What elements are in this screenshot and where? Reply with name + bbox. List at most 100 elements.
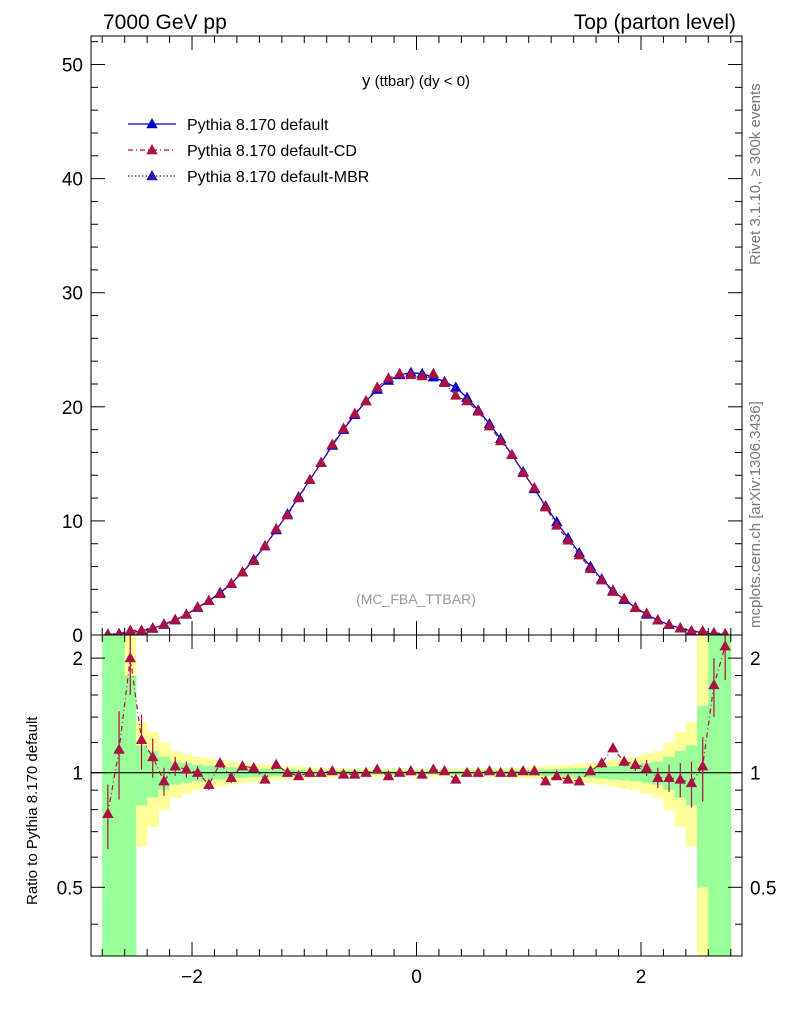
ratio-point-cd (584, 765, 597, 776)
band-inner-bin (135, 745, 148, 806)
point-cd (517, 466, 529, 478)
ratio-point-cd (214, 757, 226, 768)
point-cd (292, 492, 305, 503)
ratio-point-cd (270, 758, 282, 769)
ratio-point-cd (248, 761, 260, 773)
ratio-point-cd (708, 678, 720, 690)
ratio-point-cd (158, 775, 170, 786)
ratio-tick-label: 0.5 (57, 878, 83, 899)
ratio-point-cd (685, 776, 698, 788)
ratio-point-cd (528, 765, 541, 776)
point-cd (506, 448, 518, 459)
plot-title-sub: (ttbar) (dy < 0) (370, 73, 470, 90)
y-tick-label: 50 (62, 56, 83, 77)
point-cd (405, 368, 417, 380)
ratio-tick-label: 2 (72, 649, 83, 670)
point-cd (607, 585, 619, 596)
legend-marker-0 (146, 118, 158, 129)
legend-marker-2 (146, 170, 158, 181)
ratio-point-cd (236, 760, 249, 771)
ratio-point-cd (349, 768, 361, 779)
point-cd (539, 501, 552, 512)
point-cd (135, 624, 148, 635)
point-cd (371, 381, 383, 392)
ratio-point-cd (360, 766, 372, 777)
ratio-panel: 0.5 0.5 1 1 2 2 −2 0 2 (57, 634, 776, 988)
point-cd (281, 509, 294, 520)
point-cd (562, 534, 574, 545)
point-cd (483, 420, 496, 431)
ratio-point-cd (371, 763, 383, 774)
band-inner-bin (708, 635, 721, 956)
point-cd (629, 601, 642, 612)
point-cd (326, 438, 339, 449)
ratio-point-cd (225, 771, 238, 782)
ratio-point-cd (180, 763, 193, 774)
point-cd (427, 367, 440, 378)
point-cd (584, 562, 597, 574)
point-cd (573, 549, 585, 560)
energy-label: 7000 GeV pp (103, 11, 227, 34)
ratio-point-cd (427, 763, 440, 774)
ratio-point-cd (135, 733, 148, 745)
ratio-point-cd (652, 771, 664, 782)
point-cd (349, 407, 361, 418)
x-tick-label: 0 (411, 967, 422, 988)
point-cd (438, 376, 451, 388)
ratio-point-cd (102, 807, 114, 818)
ratio-point-cd (337, 768, 350, 779)
band-inner-bin (124, 675, 137, 956)
ratio-point-cd (304, 766, 316, 777)
point-cd (158, 618, 170, 629)
point-cd (528, 481, 541, 493)
ratio-point-cd (640, 761, 653, 773)
ratio-point-cd (124, 652, 136, 663)
y-tick-label: 20 (62, 398, 83, 419)
ratio-point-cd (281, 766, 294, 777)
point-cd (214, 587, 226, 599)
point-cd (652, 614, 664, 625)
ratio-point-cd (113, 743, 125, 754)
ratio-point-cd (191, 766, 204, 777)
main-panel: 0 10 20 30 40 50 y (ttbar) (dy < 0) (MC_FBA_T… (62, 35, 743, 647)
ratio-point-cd (618, 755, 630, 766)
point-cd (663, 618, 675, 629)
ratio-point-cd (573, 775, 585, 786)
point-cd (472, 405, 484, 416)
point-cd (315, 456, 327, 467)
point-cd (180, 608, 193, 619)
band-inner-bin (719, 635, 732, 956)
ratio-point-cd (382, 770, 395, 781)
ratio-point-cd (719, 640, 731, 651)
point-cd (685, 625, 698, 636)
y-tick-label: 40 (62, 170, 83, 191)
point-cd (147, 622, 159, 633)
ratio-point-cd (472, 766, 484, 777)
y-tick-label: 0 (72, 626, 83, 647)
point-cd (248, 554, 260, 566)
point-cd (236, 566, 249, 577)
ratio-point-cd (461, 766, 473, 777)
legend-label-1: Pythia 8.170 default-CD (187, 143, 357, 160)
ratio-point-cd (663, 771, 675, 782)
ratio-point-cd (483, 765, 496, 776)
analysis-watermark: (MC_FBA_TTBAR) (356, 591, 476, 607)
point-cd (304, 473, 316, 485)
ratio-point-cd (416, 768, 428, 779)
point-cd (337, 422, 350, 433)
point-cd (191, 601, 204, 612)
ratio-point-cd (203, 778, 215, 789)
ratio-point-cd (393, 766, 406, 777)
ratio-point-cd (438, 765, 451, 776)
ratio-tick-label-right: 2 (750, 649, 761, 670)
ratio-tick-label-right: 1 (750, 764, 761, 785)
ratio-point-cd (147, 750, 159, 762)
plot-title: y (ttbar) (dy < 0) (362, 71, 470, 90)
point-cd (618, 592, 630, 603)
point-cd (640, 607, 653, 618)
point-cd (270, 522, 282, 534)
ratio-point-cd (629, 758, 642, 769)
point-cd (450, 389, 462, 400)
ratio-point-cd (494, 766, 507, 777)
